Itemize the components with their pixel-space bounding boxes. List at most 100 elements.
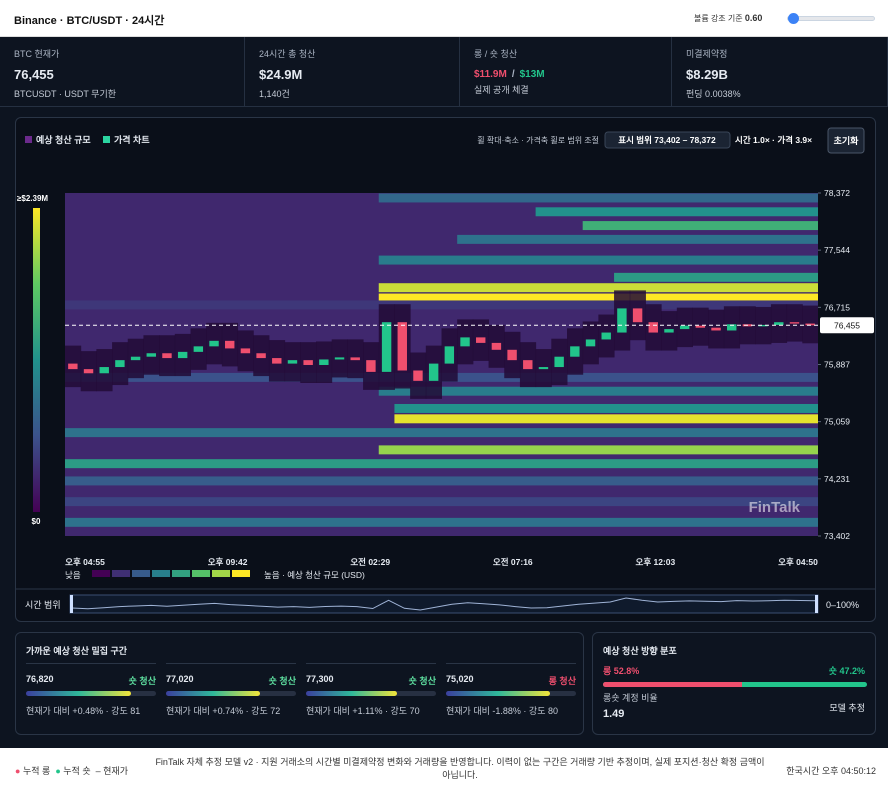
cluster-desc-text: 현재가 대비 +0.74% · 강도	[166, 706, 268, 716]
cluster-side: 숏 청산	[408, 676, 436, 686]
footer-time: 한국시간 오후 04:50:12	[786, 766, 876, 776]
long-bar	[603, 682, 743, 687]
chart: 예상 청산 규모 가격 차트 휠 확대·축소 · 가격축 휠로 범위 조절 표시 범위…	[15, 127, 876, 614]
range-label: 표시 범위 73,402 – 78,372	[618, 135, 716, 145]
candle	[774, 322, 784, 325]
range-handle[interactable]	[815, 595, 818, 613]
colorbar-max: ≥$2.39M	[17, 194, 48, 203]
candle	[538, 367, 549, 370]
candle	[272, 358, 282, 364]
title: Binance · BTC/USDT · 24시간	[14, 15, 165, 27]
stat-label: 롱 / 숏 청산	[474, 49, 518, 59]
candle	[146, 353, 156, 357]
long-share: 롱 52.8%	[603, 666, 640, 676]
candle	[727, 324, 737, 331]
cluster-desc: 현재가 대비 +1.11% · 강도 70	[306, 704, 420, 717]
candle	[162, 353, 172, 359]
candle	[523, 360, 533, 370]
strength-bar	[446, 691, 550, 696]
strength-bar	[306, 691, 397, 696]
stat-sub: BTCUSDT · USDT 무기한	[14, 89, 117, 99]
stat-sub: 실제 공개 체결	[474, 85, 529, 95]
liquidation-band	[65, 476, 818, 486]
candle	[193, 346, 204, 352]
slider-knob[interactable]	[788, 13, 799, 24]
liquidation-band	[378, 386, 818, 396]
liquidation-band	[378, 255, 818, 265]
scale-swatch	[172, 570, 190, 577]
cluster-side: 숏 청산	[268, 676, 296, 686]
slider-label: 볼륨 강조 기준 0.60	[694, 13, 762, 24]
slider-track[interactable]	[787, 16, 875, 21]
cluster-side: 숏 청산	[128, 676, 156, 686]
legend-swatch	[103, 136, 110, 143]
cluster-price: 77,300	[306, 674, 334, 684]
clusters-title: 가까운 예상 청산 밀집 구간	[26, 646, 128, 656]
stat-value: 76,455	[14, 67, 54, 82]
short-value: $13M	[519, 69, 545, 80]
candle	[570, 346, 580, 357]
candle	[585, 339, 596, 347]
candle	[209, 340, 219, 347]
candle	[83, 369, 94, 374]
candle	[758, 324, 768, 327]
range-handle[interactable]	[70, 595, 73, 613]
stat-label: 미결제약정	[686, 49, 728, 59]
cluster-side: 롱 청산	[548, 676, 576, 686]
time-range-track[interactable]	[69, 594, 819, 614]
cluster-price: 75,020	[446, 674, 474, 684]
stat: BTC 현재가 76,455 BTCUSDT · USDT 무기한	[0, 37, 245, 107]
candle	[789, 322, 800, 324]
short-share: 숏 47.2%	[828, 666, 865, 676]
candle	[366, 360, 376, 372]
legend-label: 가격 차트	[114, 134, 150, 145]
scale-low: 낮음	[65, 570, 81, 580]
x-tick-label: 오후 12:03	[636, 557, 676, 567]
cluster-strength: 70	[409, 706, 420, 716]
candle	[225, 340, 235, 349]
zoom-label: 시간 1.0× · 가격 3.9×	[735, 135, 812, 145]
reset-label[interactable]: 초기화	[834, 135, 860, 146]
cluster-price: 77,020	[166, 674, 194, 684]
time-range-label: 시간 범위	[25, 600, 61, 610]
candle	[177, 351, 188, 359]
cluster-strength: 72	[270, 706, 281, 716]
range-box	[604, 131, 731, 149]
liquidation-band	[65, 517, 818, 527]
legend-swatch	[25, 136, 32, 143]
cluster-price: 76,820	[26, 674, 54, 684]
x-tick-label: 오후 09:42	[208, 557, 248, 567]
candle	[130, 356, 141, 361]
current-price-box	[820, 317, 874, 334]
candle	[632, 308, 643, 323]
candle	[805, 323, 815, 326]
colorbar-min: $0	[32, 517, 41, 526]
candle	[256, 353, 266, 359]
candle	[397, 322, 407, 371]
scale-swatch	[132, 570, 150, 577]
note: 모델 추정	[829, 703, 865, 713]
heatmap	[65, 193, 818, 536]
footer-text: FinTalk 자체 추정 모델 v2 · 지원 거래소의 시간별 미결제약정 …	[155, 757, 765, 780]
reset-button[interactable]	[827, 127, 865, 154]
candle	[413, 370, 423, 381]
stat-sub: 펀딩 0.0038%	[686, 89, 741, 99]
y-tick-label: 78,372	[824, 188, 850, 198]
watermark: FinTalk	[749, 499, 801, 516]
cluster-strength: 81	[130, 706, 141, 716]
liquidation-band	[535, 207, 818, 217]
liquidation-band	[378, 293, 818, 303]
strength-track	[26, 691, 156, 696]
x-tick-label: 오후 04:50	[778, 557, 818, 567]
liquidation-band	[378, 193, 818, 203]
stat: 24시간 총 청산 $24.9M 1,140건	[245, 37, 460, 107]
slider-value: 0.60	[744, 13, 763, 23]
liquidation-band	[65, 497, 818, 507]
liquidation-band	[378, 283, 818, 293]
stat-value: $8.29B	[686, 67, 728, 82]
footer: ● 누적 롱 ● 누적 숏 – 현재가 FinTalk 자체 추정 모델 v2 …	[0, 748, 888, 791]
candle	[287, 360, 298, 364]
cluster-card: 75,020 롱 청산 현재가 대비 -1.88% · 강도 80	[446, 663, 576, 725]
x-tick-label: 오전 07:16	[493, 557, 533, 567]
